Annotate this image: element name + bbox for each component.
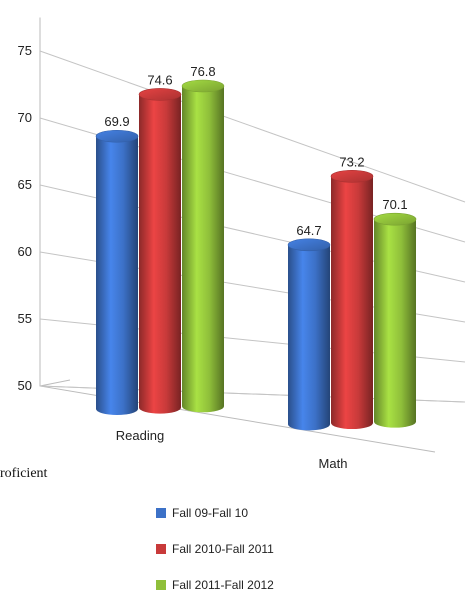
legend-item-series-0: Fall 09-Fall 10 [156, 504, 274, 522]
data-label-0-2: 76.8 [190, 64, 215, 79]
bars [95, 79, 417, 431]
bar-math-series-0 [287, 238, 331, 431]
gridline-5 [39, 50, 466, 203]
data-label-0-0: 69.9 [104, 114, 129, 129]
legend-swatch-0 [156, 508, 166, 518]
data-label-0-1: 74.6 [147, 72, 172, 87]
y-tick-label-3: 65 [18, 177, 32, 192]
stray-text: roficient [0, 466, 48, 481]
data-label-1-1: 73.2 [339, 154, 364, 169]
y-tick-label-4: 70 [18, 110, 32, 125]
y-axis-ticks: 50 55 60 65 70 75 [18, 43, 32, 393]
category-labels: Reading Math [116, 428, 348, 470]
bar-top-1-0 [287, 238, 331, 252]
data-labels: 69.9 74.6 76.8 64.7 73.2 70.1 [104, 64, 407, 238]
bar-body-0-2 [182, 86, 224, 413]
bar-top-1-1 [330, 170, 374, 183]
y-tick-label-0: 50 [18, 378, 32, 393]
legend-swatch-2 [156, 580, 166, 590]
legend-label-0: Fall 09-Fall 10 [172, 506, 249, 520]
bar-body-1-0 [288, 244, 330, 431]
bar-body-0-0 [96, 136, 138, 415]
data-label-1-2: 70.1 [382, 197, 407, 212]
bar-reading-series-0 [95, 129, 139, 415]
legend-label-1: Fall 2010-Fall 2011 [172, 542, 274, 556]
data-label-1-0: 64.7 [296, 223, 321, 238]
bar-body-1-2 [374, 219, 416, 428]
legend-item-series-2: Fall 2011-Fall 2012 [156, 576, 274, 594]
bar-body-1-1 [331, 176, 373, 430]
category-label-math: Math [319, 456, 348, 470]
y-tick-label-1: 55 [18, 311, 32, 326]
bar-math-series-1 [330, 170, 374, 430]
y-tick-label-2: 60 [18, 244, 32, 259]
legend-swatch-1 [156, 544, 166, 554]
bar-top-0-1 [138, 88, 182, 101]
y-tick-label-5: 75 [18, 43, 32, 58]
bar-reading-series-2 [181, 79, 225, 413]
bar-top-1-2 [373, 212, 417, 226]
bar-reading-series-1 [138, 88, 182, 414]
legend-item-series-1: Fall 2010-Fall 2011 [156, 540, 274, 558]
legend: Fall 09-Fall 10 Fall 2010-Fall 2011 Fall… [156, 504, 274, 612]
chart: 50 55 60 65 70 75 69.9 74.6 76.8 64.7 73.2 70.1 Re… [18, 17, 466, 470]
bar-body-0-1 [139, 94, 181, 414]
bar-top-0-2 [181, 79, 225, 93]
legend-label-2: Fall 2011-Fall 2012 [172, 578, 274, 592]
bar-math-series-2 [373, 212, 417, 428]
bar-top-0-0 [95, 129, 139, 143]
category-label-reading: Reading [116, 428, 164, 443]
floor-edge [39, 379, 71, 387]
